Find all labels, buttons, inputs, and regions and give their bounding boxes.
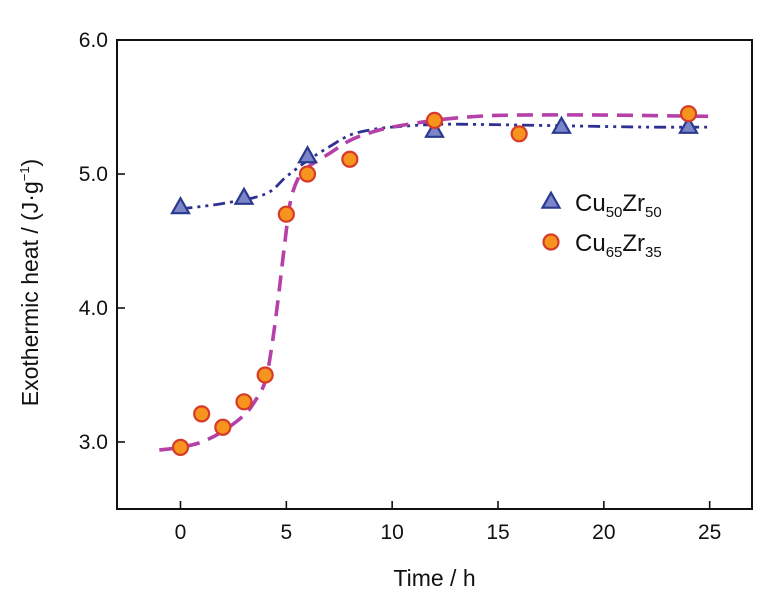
x-tick-label: 5 [280, 521, 292, 544]
data-point-series-2 [425, 111, 444, 130]
x-tick-label: 10 [380, 521, 403, 544]
axis-ticks: 0 5 10 15 20 25 3.0 4.0 5.0 6.0 [79, 29, 722, 544]
legend-marker-series-2 [542, 233, 560, 251]
x-tick-label: 20 [592, 521, 615, 544]
data-point-series-1 [678, 115, 699, 134]
x-tick-label: 15 [486, 521, 509, 544]
data-point-series-1 [233, 186, 255, 205]
data-point-series-1 [551, 115, 572, 134]
y-tick-label: 4.0 [79, 297, 108, 320]
data-point-series-2 [193, 405, 211, 423]
y-tick-label: 3.0 [79, 431, 108, 454]
legend: Cu50Zr50 Cu65Zr35 [540, 190, 662, 261]
x-axis-title: Time / h [393, 565, 475, 591]
data-point-series-2 [256, 366, 274, 384]
x-tick-label: 25 [698, 521, 721, 544]
legend-label-series-2: Cu65Zr35 [575, 230, 662, 261]
x-tick-label: 0 [175, 521, 187, 544]
data-point-series-1 [424, 119, 445, 138]
data-point-series-2 [235, 393, 253, 411]
data-point-series-2 [298, 165, 317, 183]
data-markers [170, 105, 699, 456]
data-point-series-2 [171, 438, 190, 456]
data-point-series-2 [277, 205, 295, 223]
data-point-series-2 [341, 150, 359, 168]
data-point-series-1 [170, 195, 191, 215]
data-point-series-2 [214, 418, 232, 436]
fit-line-series-2 [159, 113, 710, 452]
data-point-series-1 [297, 145, 318, 164]
legend-marker-series-1 [540, 190, 562, 209]
data-point-series-2 [679, 105, 698, 123]
y-tick-label: 6.0 [79, 29, 108, 52]
y-tick-label: 5.0 [79, 163, 108, 186]
y-axis-title: Exothermic heat / (J·g−1) [17, 159, 43, 406]
data-point-series-2 [510, 125, 528, 143]
legend-label-series-1: Cu50Zr50 [575, 190, 662, 221]
plot-frame [116, 39, 753, 510]
